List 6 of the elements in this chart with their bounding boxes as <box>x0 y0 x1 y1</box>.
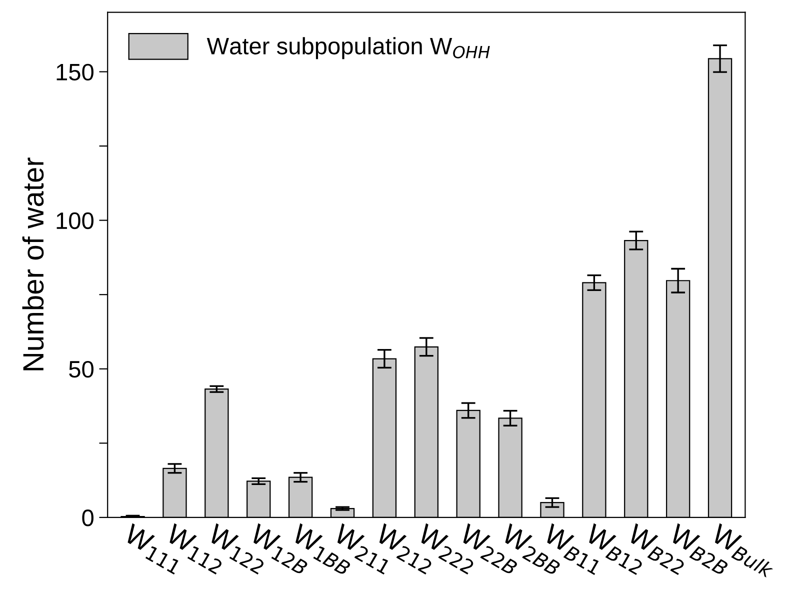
y-tick-label: 0 <box>82 510 94 526</box>
y-tick-label: 50 <box>69 360 94 378</box>
y-axis-title: Number of water <box>22 158 44 370</box>
legend-label: Water subpopulation W$_{OHH}$ <box>206 37 490 60</box>
y-tick-label: 100 <box>56 212 94 230</box>
y-tick-label: 150 <box>56 64 94 81</box>
